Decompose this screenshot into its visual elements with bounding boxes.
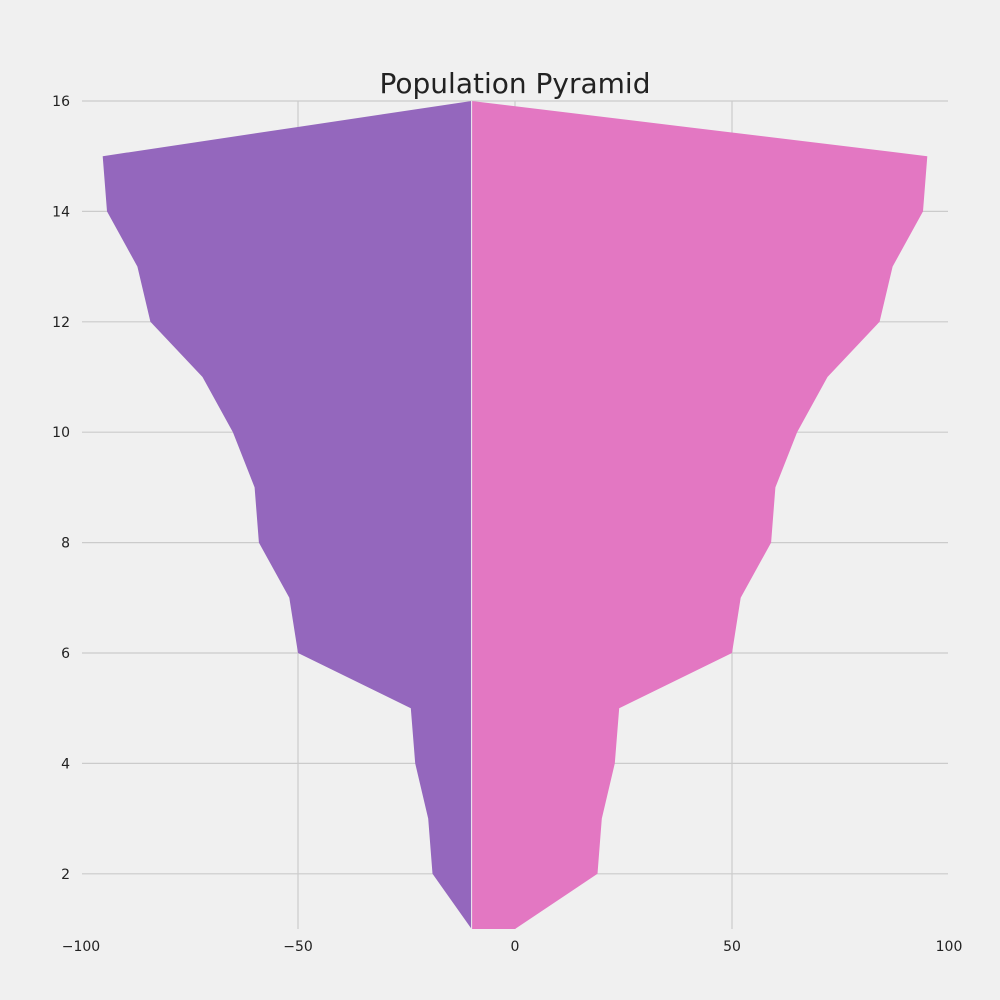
y-tick-label: 2 [61, 867, 70, 883]
x-tick-label: −100 [62, 939, 100, 955]
x-tick-label: 100 [936, 939, 963, 955]
series-area-right [471, 101, 928, 929]
x-tick-label: 0 [511, 939, 520, 955]
y-tick-label: 6 [61, 646, 70, 662]
chart-title: Population Pyramid [380, 67, 651, 100]
series-area-left [102, 101, 472, 929]
area-layer [102, 101, 928, 929]
x-tick-label: 50 [723, 939, 741, 955]
tick-layer: 2 4 6 8 10 12 14 16 −100 −50 0 50 100 [52, 94, 962, 955]
y-tick-label: 10 [52, 425, 70, 441]
y-tick-label: 12 [52, 315, 70, 331]
y-tick-label: 16 [52, 94, 70, 110]
y-tick-label: 14 [52, 204, 70, 220]
y-tick-label: 4 [61, 756, 70, 772]
x-tick-label: −50 [283, 939, 313, 955]
y-tick-label: 8 [61, 536, 70, 552]
